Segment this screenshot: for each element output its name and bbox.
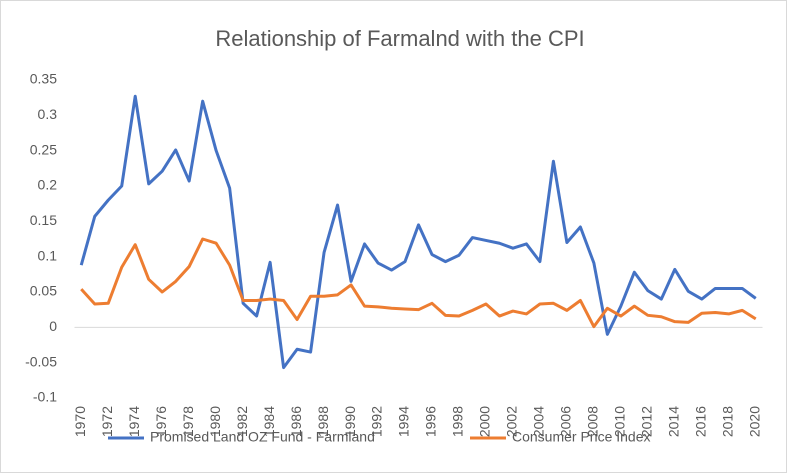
x-tick-label: 2000 bbox=[477, 406, 493, 437]
series-line bbox=[80, 237, 757, 329]
x-tick-label: 1998 bbox=[450, 406, 466, 437]
legend-label: Consumer Price Index bbox=[512, 429, 651, 445]
x-tick-label: 1988 bbox=[315, 406, 331, 437]
x-tick-label: 1996 bbox=[423, 406, 439, 437]
y-tick-label: 0.15 bbox=[30, 212, 57, 228]
x-tick-label: 2012 bbox=[639, 406, 655, 437]
x-tick-label: 1976 bbox=[153, 406, 169, 437]
series-line bbox=[79, 94, 757, 370]
x-tick-label: 1984 bbox=[261, 406, 277, 437]
x-tick-label: 2002 bbox=[504, 406, 520, 437]
y-tick-label: 0.35 bbox=[30, 71, 57, 87]
x-tick-label: 2010 bbox=[612, 406, 628, 437]
x-tick-label: 1978 bbox=[180, 406, 196, 437]
x-tick-label: 2014 bbox=[666, 406, 682, 437]
x-tick-label: 1986 bbox=[288, 406, 304, 437]
x-tick-label: 1974 bbox=[126, 406, 142, 437]
chart-title: Relationship of Farmalnd with the CPI bbox=[215, 26, 584, 51]
y-tick-label: 0 bbox=[49, 318, 57, 334]
x-tick-label: 2018 bbox=[719, 406, 735, 437]
x-tick-label: 2016 bbox=[692, 406, 708, 437]
y-tick-label: 0.25 bbox=[30, 141, 57, 157]
x-tick-label: 2008 bbox=[585, 406, 601, 437]
legend-label: Promised Land OZ Fund - Farmland bbox=[150, 429, 375, 445]
y-tick-label: 0.1 bbox=[38, 247, 58, 263]
x-tick-label: 1994 bbox=[396, 406, 412, 437]
y-tick-label: -0.05 bbox=[25, 353, 57, 369]
y-tick-label: 0.05 bbox=[30, 283, 57, 299]
x-tick-label: 2004 bbox=[531, 406, 547, 437]
x-tick-label: 1990 bbox=[342, 406, 358, 437]
x-tick-label: 1982 bbox=[234, 406, 250, 437]
y-tick-label: 0.3 bbox=[38, 106, 58, 122]
y-tick-label: 0.2 bbox=[38, 177, 58, 193]
x-tick-label: 1992 bbox=[369, 406, 385, 437]
x-tick-label: 2006 bbox=[558, 406, 574, 437]
x-tick-label: 2020 bbox=[746, 406, 762, 437]
x-tick-label: 1972 bbox=[99, 406, 115, 437]
x-tick-label: 1980 bbox=[207, 406, 223, 437]
x-tick-label: 1970 bbox=[72, 406, 88, 437]
y-tick-label: -0.1 bbox=[33, 389, 57, 405]
